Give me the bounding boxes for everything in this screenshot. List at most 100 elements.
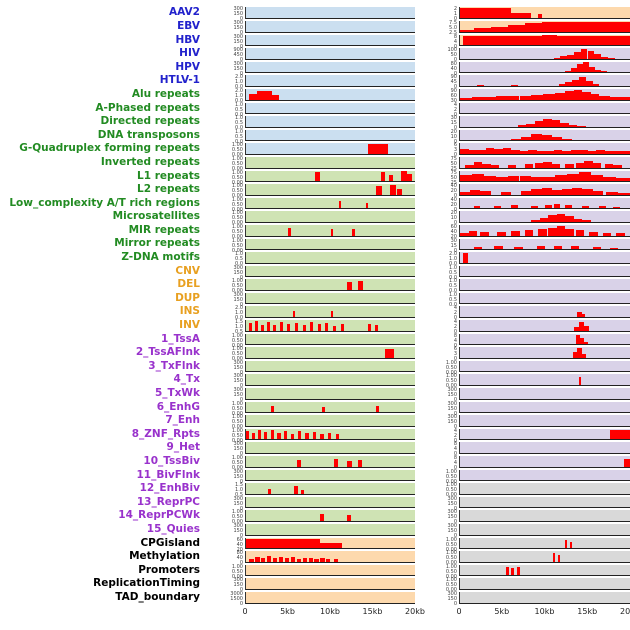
track-plot-left[interactable]	[245, 523, 415, 536]
track-plot-left[interactable]	[245, 252, 415, 264]
track-plot-left[interactable]	[245, 102, 415, 115]
track-plot-left[interactable]	[245, 388, 415, 400]
track-plot-right[interactable]	[459, 102, 630, 115]
track-plot-right[interactable]	[459, 211, 630, 223]
data-bar	[271, 406, 275, 413]
track-plot-right[interactable]	[459, 75, 630, 87]
track-plot-right[interactable]	[459, 551, 630, 563]
track-plot-right[interactable]	[459, 156, 630, 169]
y-tick-label: 0.5	[235, 256, 243, 263]
track-plot-right[interactable]	[459, 564, 630, 577]
track-plot-right[interactable]	[459, 360, 630, 373]
track-plot-left[interactable]	[245, 306, 415, 319]
track-plot-left[interactable]	[245, 279, 415, 291]
track-plot-left[interactable]	[245, 143, 415, 155]
track-plot-right[interactable]	[459, 523, 630, 536]
track-plot-right[interactable]	[459, 401, 630, 414]
track-plot-left[interactable]	[245, 551, 415, 563]
y-tick-label: 900	[233, 47, 243, 54]
track-plot-left[interactable]	[245, 170, 415, 183]
track-plot-left[interactable]	[245, 21, 415, 33]
track-plot-left[interactable]	[245, 75, 415, 87]
track-plot-right[interactable]	[459, 333, 630, 346]
track-plot-right[interactable]	[459, 347, 630, 359]
track-plot-left[interactable]	[245, 156, 415, 169]
track-plot-right[interactable]	[459, 129, 630, 142]
track-plot-right[interactable]	[459, 7, 630, 19]
track-plot-right[interactable]	[459, 510, 630, 522]
track-plot-right[interactable]	[459, 143, 630, 155]
track-plot-right[interactable]	[459, 170, 630, 183]
track-plot-left[interactable]	[245, 320, 415, 332]
track-plot-left[interactable]	[245, 401, 415, 414]
y-tick-label: 1.0	[449, 278, 457, 285]
track-plot-right[interactable]	[459, 306, 630, 319]
track-plot-left[interactable]	[245, 61, 415, 74]
track-plot-left[interactable]	[245, 442, 415, 454]
track-plot-right[interactable]	[459, 388, 630, 400]
track-plot-right[interactable]	[459, 456, 630, 468]
track-plot-right[interactable]	[459, 428, 630, 441]
track-plot-right[interactable]	[459, 374, 630, 387]
track-plot-right[interactable]	[459, 184, 630, 196]
track-plot-right[interactable]	[459, 483, 630, 495]
track-plot-left[interactable]	[245, 469, 415, 482]
track-plot-left[interactable]	[245, 578, 415, 590]
track-plot-right[interactable]	[459, 48, 630, 60]
track-plot-left[interactable]	[245, 211, 415, 223]
track-plot-left[interactable]	[245, 265, 415, 278]
track-plot-right[interactable]	[459, 224, 630, 237]
y-tick-label: 150	[233, 378, 243, 385]
track-plot-left[interactable]	[245, 34, 415, 47]
track-plot-left[interactable]	[245, 129, 415, 142]
track-plot-left[interactable]	[245, 88, 415, 101]
track-plot-left[interactable]	[245, 564, 415, 577]
y-tick-label: 0.00	[445, 478, 457, 485]
track-plot-right[interactable]	[459, 415, 630, 427]
track-plot-right[interactable]	[459, 591, 630, 604]
track-plot-left[interactable]	[245, 360, 415, 373]
track-plot-left[interactable]	[245, 333, 415, 346]
track-plot-right[interactable]	[459, 34, 630, 47]
track-plot-right[interactable]	[459, 537, 630, 550]
track-plot-right[interactable]	[459, 61, 630, 74]
track-plot-left[interactable]	[245, 184, 415, 196]
track-plot-left[interactable]	[245, 456, 415, 468]
y-tick-label: 45	[450, 79, 457, 86]
track-plot-right[interactable]	[459, 496, 630, 509]
data-bar	[551, 163, 561, 168]
track-plot-left[interactable]	[245, 238, 415, 251]
track-plot-left[interactable]	[245, 591, 415, 604]
track-plot-left[interactable]	[245, 496, 415, 509]
track-plot-left[interactable]	[245, 347, 415, 359]
track-plot-left[interactable]	[245, 415, 415, 427]
track-plot-right[interactable]	[459, 578, 630, 590]
y-tick-label: 150	[233, 38, 243, 45]
track-plot-left[interactable]	[245, 292, 415, 305]
track-plot-right[interactable]	[459, 320, 630, 332]
track-plot-right[interactable]	[459, 116, 630, 128]
track-plot-left[interactable]	[245, 510, 415, 522]
track-plot-right[interactable]	[459, 469, 630, 482]
y-tick-label: 0.50	[231, 419, 243, 426]
y-tick-label: 150	[233, 527, 243, 534]
track-plot-left[interactable]	[245, 48, 415, 60]
y-tick-label: 300	[233, 264, 243, 271]
track-plot-right[interactable]	[459, 442, 630, 454]
track-plot-right[interactable]	[459, 265, 630, 278]
track-plot-right[interactable]	[459, 279, 630, 291]
track-plot-right[interactable]	[459, 21, 630, 33]
track-plot-left[interactable]	[245, 428, 415, 441]
track-plot-right[interactable]	[459, 197, 630, 210]
track-plot-right[interactable]	[459, 88, 630, 101]
track-plot-left[interactable]	[245, 483, 415, 495]
track-plot-left[interactable]	[245, 537, 415, 550]
track-plot-left[interactable]	[245, 224, 415, 237]
track-plot-right[interactable]	[459, 252, 630, 264]
track-plot-left[interactable]	[245, 197, 415, 210]
track-plot-right[interactable]	[459, 292, 630, 305]
track-plot-right[interactable]	[459, 238, 630, 251]
track-plot-left[interactable]	[245, 116, 415, 128]
track-plot-left[interactable]	[245, 7, 415, 19]
track-plot-left[interactable]	[245, 374, 415, 387]
